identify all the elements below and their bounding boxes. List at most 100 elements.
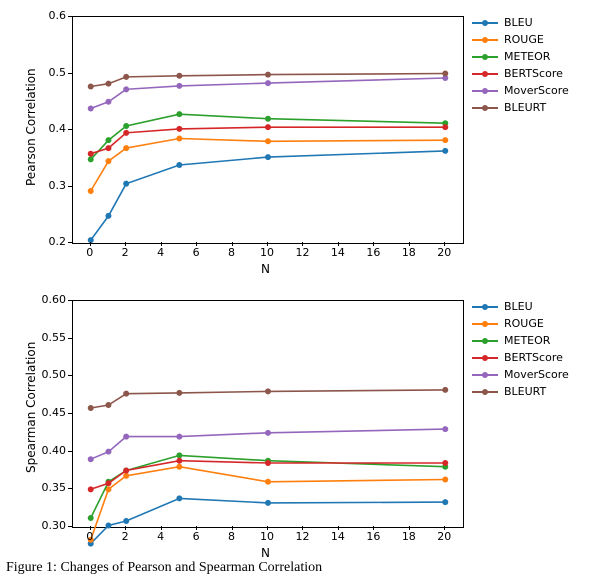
series-marker-bertscore xyxy=(442,460,448,466)
series-marker-moverscore xyxy=(176,83,182,89)
legend-label: BLEU xyxy=(504,16,533,29)
series-marker-bleurt xyxy=(123,391,129,397)
legend: BLEU ROUGE METEOR BERTScore MoverScore BLEURT xyxy=(472,14,569,116)
legend-item-rouge: ROUGE xyxy=(472,31,569,48)
legend-label: BLEURT xyxy=(504,385,546,398)
series-line-bleu xyxy=(91,151,446,240)
x-tick-label: 4 xyxy=(146,246,176,259)
legend-label: MoverScore xyxy=(504,84,569,97)
x-tick-label: 6 xyxy=(181,530,211,543)
series-marker-moverscore xyxy=(123,86,129,92)
legend-label: BLEU xyxy=(504,300,533,313)
x-tick-label: 0 xyxy=(75,246,105,259)
legend-label: BERTScore xyxy=(504,351,563,364)
series-marker-moverscore xyxy=(176,434,182,440)
series-marker-moverscore xyxy=(88,456,94,462)
legend-swatch xyxy=(472,90,498,92)
legend-item-bleu: BLEU xyxy=(472,14,569,31)
series-marker-bleurt xyxy=(123,74,129,80)
series-line-rouge xyxy=(91,139,446,192)
legend-label: ROUGE xyxy=(504,317,544,330)
series-marker-bertscore xyxy=(123,468,129,474)
x-tick-label: 20 xyxy=(429,530,459,543)
series-marker-meteor xyxy=(176,111,182,117)
x-tick-label: 14 xyxy=(323,246,353,259)
series-marker-bleurt xyxy=(265,72,271,78)
x-tick-label: 10 xyxy=(252,530,282,543)
figure-caption: Figure 1: Changes of Pearson and Spearma… xyxy=(6,560,600,576)
legend-swatch xyxy=(472,22,498,24)
legend-label: METEOR xyxy=(504,50,550,63)
legend-label: BERTScore xyxy=(504,67,563,80)
series-marker-bleu xyxy=(105,522,111,528)
legend-item-meteor: METEOR xyxy=(472,48,569,65)
series-marker-rouge xyxy=(123,145,129,151)
series-marker-rouge xyxy=(176,464,182,470)
x-tick-label: 16 xyxy=(358,246,388,259)
x-tick-label: 14 xyxy=(323,530,353,543)
y-tick-label: 0.35 xyxy=(30,481,66,494)
series-marker-rouge xyxy=(265,479,271,485)
series-marker-bertscore xyxy=(105,145,111,151)
series-marker-bleurt xyxy=(105,402,111,408)
series-marker-bleurt xyxy=(176,73,182,79)
legend-swatch xyxy=(472,39,498,41)
x-tick-label: 4 xyxy=(146,530,176,543)
legend-swatch xyxy=(472,374,498,376)
x-tick-label: 0 xyxy=(75,530,105,543)
series-marker-bertscore xyxy=(265,124,271,130)
series-marker-bleurt xyxy=(442,71,448,77)
x-tick-label: 18 xyxy=(394,246,424,259)
legend-item-bleurt: BLEURT xyxy=(472,99,569,116)
series-marker-rouge xyxy=(442,137,448,143)
series-marker-moverscore xyxy=(105,449,111,455)
x-tick-label: 12 xyxy=(287,246,317,259)
series-marker-bleu xyxy=(265,500,271,506)
series-marker-bleu xyxy=(123,518,129,524)
legend-swatch xyxy=(472,340,498,342)
series-marker-bleu xyxy=(442,148,448,154)
series-marker-rouge xyxy=(265,138,271,144)
series-marker-meteor xyxy=(123,123,129,129)
x-tick-label: 10 xyxy=(252,246,282,259)
series-marker-moverscore xyxy=(265,430,271,436)
series-marker-bleurt xyxy=(88,83,94,89)
legend-item-bleurt: BLEURT xyxy=(472,383,569,400)
legend-swatch xyxy=(472,73,498,75)
series-marker-bertscore xyxy=(176,126,182,132)
legend-item-bertscore: BERTScore xyxy=(472,65,569,82)
legend-swatch xyxy=(472,323,498,325)
series-marker-moverscore xyxy=(88,106,94,112)
series-marker-rouge xyxy=(176,135,182,141)
legend-swatch xyxy=(472,391,498,393)
series-marker-bertscore xyxy=(265,460,271,466)
x-tick-label: 12 xyxy=(287,530,317,543)
y-tick-label: 0.30 xyxy=(30,519,66,532)
series-marker-moverscore xyxy=(265,80,271,86)
legend-swatch xyxy=(472,357,498,359)
x-tick-label: 2 xyxy=(110,530,140,543)
x-tick-label: 16 xyxy=(358,530,388,543)
series-marker-moverscore xyxy=(105,99,111,105)
y-tick-label: 0.60 xyxy=(30,293,66,306)
x-tick-label: 2 xyxy=(110,246,140,259)
x-tick-label: 20 xyxy=(429,246,459,259)
series-marker-bertscore xyxy=(442,124,448,130)
series-marker-meteor xyxy=(265,116,271,122)
y-tick-label: 0.2 xyxy=(30,235,66,248)
series-marker-bertscore xyxy=(176,458,182,464)
lines-svg xyxy=(73,17,463,243)
series-marker-bertscore xyxy=(88,486,94,492)
series-marker-bleu xyxy=(105,213,111,219)
series-marker-rouge xyxy=(105,158,111,164)
legend-label: ROUGE xyxy=(504,33,544,46)
series-marker-bertscore xyxy=(88,151,94,157)
legend-item-rouge: ROUGE xyxy=(472,315,569,332)
series-marker-bertscore xyxy=(123,130,129,136)
series-marker-meteor xyxy=(105,137,111,143)
y-axis-label: Pearson Correlation xyxy=(24,68,38,186)
series-marker-bleurt xyxy=(105,81,111,87)
series-marker-bleu xyxy=(123,181,129,187)
series-marker-bleurt xyxy=(265,388,271,394)
series-marker-bleu xyxy=(176,495,182,501)
